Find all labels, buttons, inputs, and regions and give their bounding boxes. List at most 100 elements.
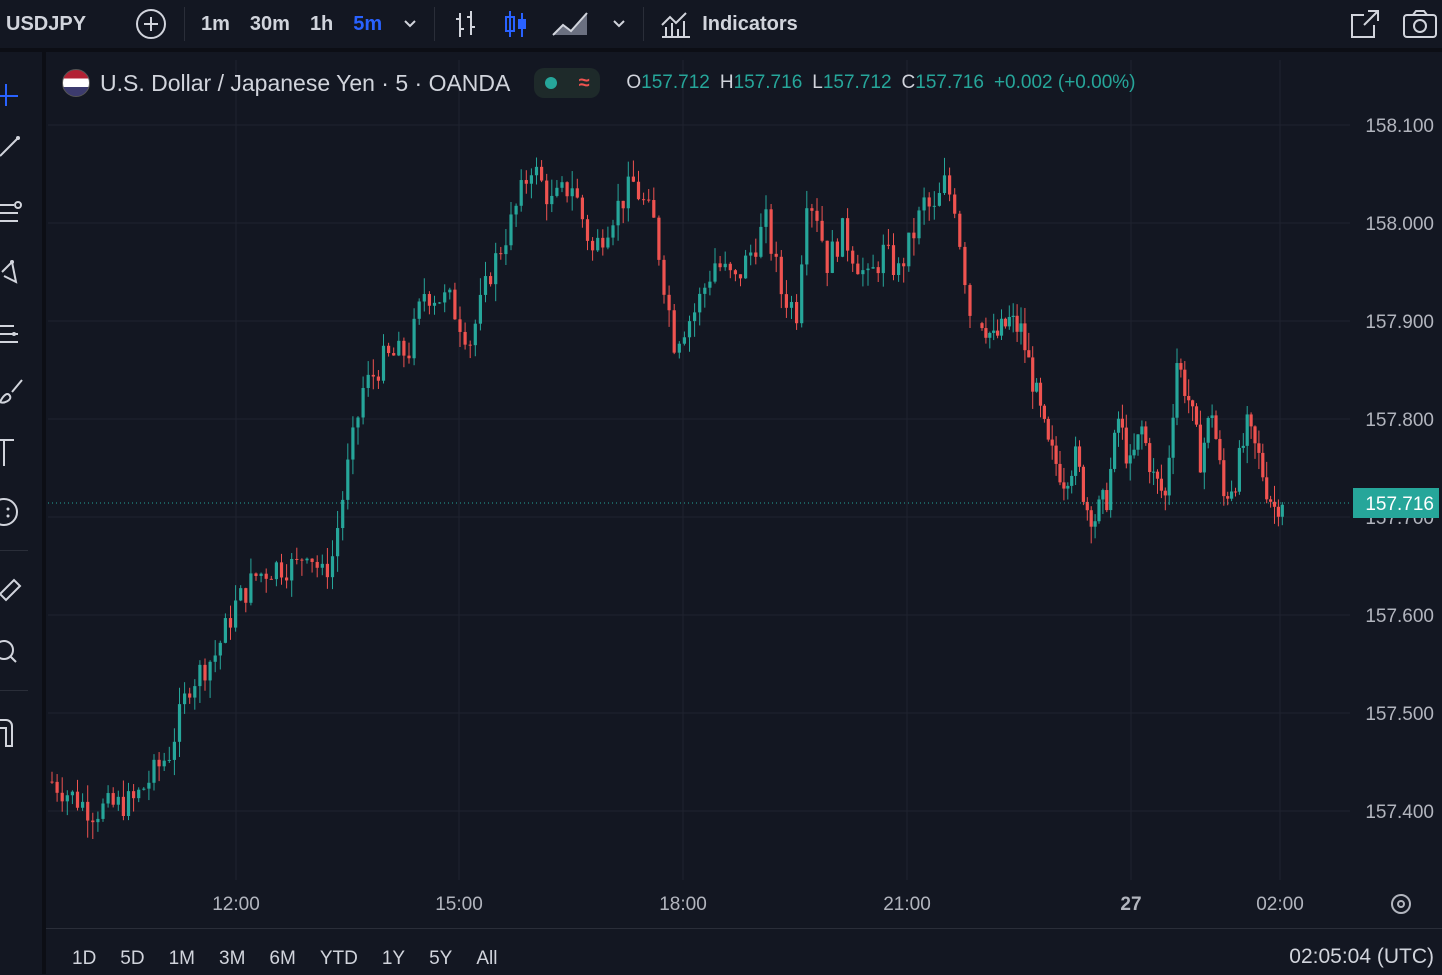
candle bbox=[1148, 437, 1152, 484]
indicators-button[interactable]: Indicators bbox=[650, 6, 808, 42]
candle bbox=[912, 218, 916, 256]
candle bbox=[927, 192, 931, 221]
pattern-tool[interactable] bbox=[0, 256, 32, 288]
candle bbox=[183, 682, 187, 714]
magnet-tool[interactable] bbox=[0, 716, 32, 748]
last-price-tag: 157.716 bbox=[1365, 494, 1434, 515]
candle bbox=[1276, 499, 1280, 527]
candle bbox=[162, 752, 166, 771]
candle bbox=[1198, 410, 1202, 473]
snapshot-button[interactable] bbox=[1392, 6, 1442, 42]
candle bbox=[1269, 495, 1273, 508]
candle bbox=[657, 215, 661, 266]
chart-type-dropdown-button[interactable] bbox=[601, 6, 637, 42]
ohlc-values: O157.712 H157.716 L157.712 C157.716 +0.0… bbox=[626, 72, 1135, 94]
candles-style-button[interactable] bbox=[491, 6, 541, 42]
symbol-title[interactable]: U.S. Dollar / Japanese Yen · 5 · OANDA bbox=[100, 69, 511, 96]
cursor-tool[interactable] bbox=[0, 80, 32, 112]
symbol-search-button[interactable]: USDJPY bbox=[6, 12, 87, 35]
candle bbox=[667, 285, 671, 327]
trend-line-icon bbox=[0, 136, 20, 157]
candle bbox=[218, 640, 222, 670]
candle bbox=[820, 206, 824, 243]
price-chart[interactable]: 158.100158.000157.900157.800157.700157.6… bbox=[46, 52, 1442, 928]
interval-dropdown-button[interactable] bbox=[392, 6, 428, 42]
candle bbox=[407, 342, 411, 364]
interval-1m-button[interactable]: 1m bbox=[201, 12, 230, 35]
candle bbox=[795, 294, 799, 330]
candle bbox=[504, 229, 508, 266]
candle bbox=[392, 347, 396, 356]
range-5d-button[interactable]: 5D bbox=[120, 948, 145, 969]
candle bbox=[856, 254, 860, 275]
candle bbox=[529, 168, 533, 199]
candle bbox=[1171, 403, 1175, 475]
candle bbox=[953, 188, 957, 219]
candle bbox=[203, 658, 207, 691]
candle bbox=[1003, 317, 1007, 329]
interval-5m-button[interactable]: 5m bbox=[353, 12, 383, 35]
brush-tool[interactable] bbox=[0, 376, 32, 408]
range-1m-button[interactable]: 1M bbox=[168, 948, 195, 969]
candle bbox=[580, 194, 584, 228]
chart-settings-icon[interactable] bbox=[1391, 894, 1411, 914]
range-1y-button[interactable]: 1Y bbox=[381, 948, 406, 969]
interval-30m-button[interactable]: 30m bbox=[249, 12, 290, 35]
area-style-button[interactable] bbox=[541, 6, 601, 42]
candle bbox=[249, 558, 253, 606]
candle bbox=[50, 771, 54, 784]
utc-clock[interactable]: 02:05:04 (UTC) bbox=[1289, 945, 1434, 968]
interval-1h-button[interactable]: 1h bbox=[309, 12, 334, 35]
candle bbox=[560, 176, 564, 193]
range-1d-button[interactable]: 1D bbox=[72, 948, 97, 969]
fib-tool[interactable] bbox=[0, 198, 32, 230]
measure-tool[interactable] bbox=[0, 572, 32, 604]
candle bbox=[1011, 303, 1015, 333]
trend-line-tool[interactable] bbox=[0, 130, 32, 162]
prediction-tool[interactable] bbox=[0, 318, 32, 350]
candle bbox=[86, 785, 90, 838]
chart-pane[interactable]: 158.100 158.000 157.900 157.800 157.700 157.6… bbox=[46, 52, 1442, 928]
candle bbox=[897, 257, 901, 282]
ruler-icon bbox=[0, 578, 22, 602]
bars-icon bbox=[456, 11, 476, 37]
candle bbox=[458, 306, 462, 347]
toolbar-divider bbox=[0, 550, 28, 551]
candle bbox=[728, 261, 732, 279]
toolbar-divider bbox=[184, 7, 185, 41]
open-new-window-button[interactable] bbox=[1338, 6, 1392, 42]
range-ytd-button[interactable]: YTD bbox=[319, 948, 358, 969]
candle bbox=[259, 572, 263, 583]
candle bbox=[992, 313, 996, 341]
range-6m-button[interactable]: 6M bbox=[269, 948, 296, 969]
candle bbox=[361, 376, 365, 425]
range-5y-button[interactable]: 5Y bbox=[429, 948, 453, 969]
price-tick-label: 158.000 bbox=[1365, 214, 1434, 235]
candle bbox=[499, 246, 503, 260]
text-tool[interactable] bbox=[0, 436, 32, 468]
candle bbox=[611, 219, 615, 246]
candle bbox=[55, 774, 59, 802]
emoji-tool[interactable] bbox=[0, 496, 32, 528]
pattern-icon bbox=[1, 259, 18, 284]
market-status-pill[interactable]: ≈ bbox=[534, 68, 601, 98]
candle bbox=[881, 234, 885, 287]
low-key: L bbox=[812, 72, 823, 93]
candle bbox=[315, 555, 319, 578]
candles-icon bbox=[505, 11, 527, 37]
candle bbox=[274, 560, 278, 587]
candle bbox=[376, 370, 380, 389]
candle bbox=[381, 334, 386, 384]
drawing-toolbar bbox=[0, 52, 46, 974]
candle bbox=[708, 270, 712, 296]
zoom-tool[interactable] bbox=[0, 636, 32, 668]
range-3m-button[interactable]: 3M bbox=[219, 948, 246, 969]
candle bbox=[1038, 377, 1043, 418]
price-axis: 158.100158.000157.900157.800157.700157.6… bbox=[1365, 116, 1434, 823]
range-all-button[interactable]: All bbox=[476, 948, 498, 969]
bars-style-button[interactable] bbox=[441, 6, 491, 42]
candle bbox=[585, 214, 590, 251]
candle bbox=[784, 280, 788, 318]
candle bbox=[682, 331, 686, 346]
compare-add-button[interactable] bbox=[124, 6, 178, 42]
